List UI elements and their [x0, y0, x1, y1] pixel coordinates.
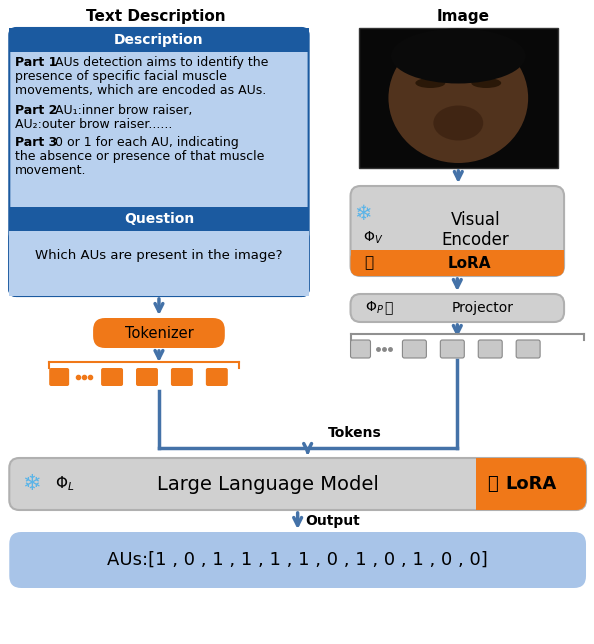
Text: LoRA: LoRA: [447, 256, 491, 270]
Text: Large Language Model: Large Language Model: [157, 475, 378, 493]
Text: $\Phi_P$: $\Phi_P$: [365, 300, 383, 316]
Ellipse shape: [391, 28, 526, 84]
Text: Visual: Visual: [450, 211, 500, 229]
Text: movement.: movement.: [15, 164, 87, 176]
Text: Projector: Projector: [451, 301, 513, 315]
Text: $\Phi_L$: $\Phi_L$: [55, 475, 75, 493]
FancyBboxPatch shape: [10, 532, 586, 588]
FancyBboxPatch shape: [350, 250, 564, 276]
FancyBboxPatch shape: [171, 368, 193, 386]
Text: Description: Description: [114, 33, 204, 47]
Text: ❄: ❄: [354, 204, 371, 224]
FancyBboxPatch shape: [49, 368, 69, 386]
Bar: [10, 44, 309, 52]
Ellipse shape: [471, 78, 501, 88]
Ellipse shape: [415, 78, 446, 88]
FancyBboxPatch shape: [478, 340, 502, 358]
FancyBboxPatch shape: [402, 340, 426, 358]
FancyBboxPatch shape: [350, 186, 564, 276]
Text: AUs:[1 , 0 , 1 , 1 , 1 , 1 , 0 , 1 , 0 , 1 , 0 , 0]: AUs:[1 , 0 , 1 , 1 , 1 , 1 , 0 , 1 , 0 ,…: [108, 551, 488, 569]
FancyBboxPatch shape: [101, 368, 123, 386]
Text: 🔥: 🔥: [364, 256, 373, 270]
FancyBboxPatch shape: [206, 368, 228, 386]
FancyBboxPatch shape: [93, 318, 225, 348]
Bar: [10, 231, 309, 296]
Text: presence of specific facial muscle: presence of specific facial muscle: [15, 70, 227, 82]
Bar: [359, 28, 558, 168]
Text: Which AUs are present in the image?: Which AUs are present in the image?: [35, 249, 283, 261]
Text: Encoder: Encoder: [441, 231, 509, 249]
Bar: [10, 28, 309, 52]
Text: Image: Image: [437, 8, 490, 23]
Text: 0 or 1 for each AU, indicating: 0 or 1 for each AU, indicating: [51, 135, 239, 149]
Text: Tokenizer: Tokenizer: [125, 325, 193, 341]
Text: Text Description: Text Description: [86, 8, 226, 23]
Ellipse shape: [388, 33, 528, 163]
Text: ❄: ❄: [22, 474, 40, 494]
Text: Part 3: Part 3: [15, 135, 58, 149]
Text: AU₁:inner brow raiser,: AU₁:inner brow raiser,: [51, 104, 192, 117]
Text: Question: Question: [124, 212, 194, 226]
Text: $\Phi_V$: $\Phi_V$: [362, 230, 383, 246]
Text: Part 2: Part 2: [15, 104, 58, 117]
FancyBboxPatch shape: [350, 294, 564, 322]
Text: 🔥: 🔥: [384, 301, 393, 315]
Text: Output: Output: [306, 514, 361, 528]
FancyBboxPatch shape: [10, 28, 309, 52]
Text: the absence or presence of that muscle: the absence or presence of that muscle: [15, 149, 265, 162]
Text: movements, which are encoded as AUs.: movements, which are encoded as AUs.: [15, 84, 267, 97]
Text: AU₂:outer brow raiser......: AU₂:outer brow raiser......: [15, 117, 173, 131]
Text: 🔥: 🔥: [487, 475, 498, 493]
FancyBboxPatch shape: [440, 340, 465, 358]
Text: AUs detection aims to identify the: AUs detection aims to identify the: [51, 55, 268, 68]
Bar: [476, 458, 486, 510]
FancyBboxPatch shape: [10, 28, 309, 296]
Text: LoRA: LoRA: [505, 475, 557, 493]
FancyBboxPatch shape: [10, 458, 586, 510]
Text: Tokens: Tokens: [327, 426, 381, 440]
FancyBboxPatch shape: [476, 458, 586, 510]
Text: Part 1: Part 1: [15, 55, 58, 68]
FancyBboxPatch shape: [136, 368, 158, 386]
Ellipse shape: [434, 106, 484, 140]
FancyBboxPatch shape: [516, 340, 540, 358]
Bar: [350, 250, 564, 263]
FancyBboxPatch shape: [350, 340, 371, 358]
Bar: [10, 231, 309, 241]
FancyBboxPatch shape: [10, 231, 309, 296]
Bar: [10, 207, 309, 231]
